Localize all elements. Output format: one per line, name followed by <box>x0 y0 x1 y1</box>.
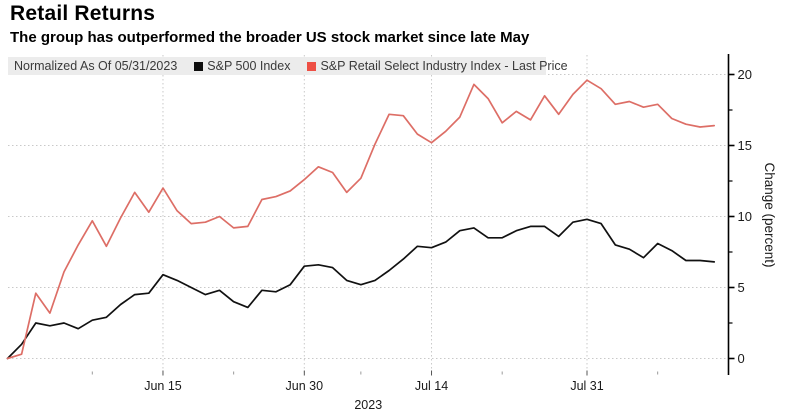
x-tick-label: Jun 30 <box>286 379 324 393</box>
y-tick-label: 5 <box>738 280 745 295</box>
x-tick-label: Jul 31 <box>570 379 603 393</box>
retail-swatch-icon <box>307 61 317 71</box>
legend-normalization-note: Normalized As Of 05/31/2023 <box>14 59 177 73</box>
x-tick-label: Jun 15 <box>144 379 182 393</box>
x-tick-label: Jul 14 <box>415 379 448 393</box>
legend-retail-label: S&P Retail Select Industry Index - Last … <box>320 59 568 73</box>
series-line-sp500 <box>6 218 716 360</box>
y-tick-label: 20 <box>738 67 752 82</box>
chart-subtitle: The group has outperformed the broader U… <box>10 29 530 46</box>
chart-title: Retail Returns <box>10 2 156 25</box>
legend-sp500-label: S&P 500 Index <box>207 59 291 73</box>
y-tick-label: 0 <box>738 351 745 366</box>
legend-item-sp500: S&P 500 Index <box>194 59 290 73</box>
x-axis-year-label: 2023 <box>354 398 382 412</box>
chart-legend: Normalized As Of 05/31/2023 S&P 500 Inde… <box>8 57 568 75</box>
legend-item-retail: S&P Retail Select Industry Index - Last … <box>307 59 568 73</box>
sp500-swatch-icon <box>194 61 204 71</box>
y-tick-label: 10 <box>738 209 752 224</box>
y-tick-label: 15 <box>738 138 752 153</box>
legend-note-label: Normalized As Of 05/31/2023 <box>14 59 178 73</box>
y-axis-title: Change (percent) <box>762 162 777 267</box>
series-line-retail <box>6 79 716 360</box>
